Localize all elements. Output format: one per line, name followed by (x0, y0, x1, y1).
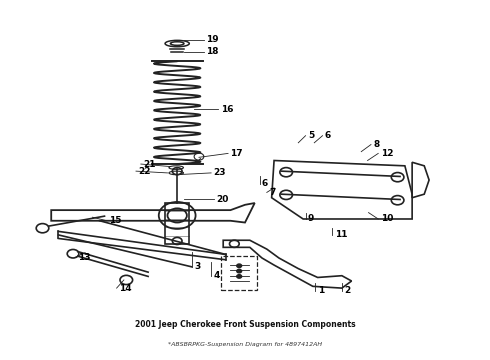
Text: 4: 4 (214, 271, 220, 280)
Text: 8: 8 (373, 140, 380, 149)
Text: 18: 18 (206, 47, 219, 56)
Text: 12: 12 (381, 149, 393, 158)
Text: 2001 Jeep Cherokee Front Suspension Components: 2001 Jeep Cherokee Front Suspension Comp… (135, 320, 355, 329)
Text: 16: 16 (221, 105, 233, 114)
Circle shape (237, 275, 242, 278)
Text: 23: 23 (214, 168, 226, 177)
Text: 21: 21 (143, 159, 156, 168)
Text: 5: 5 (308, 131, 314, 140)
Text: 9: 9 (308, 215, 315, 224)
Text: 2: 2 (344, 286, 350, 295)
Circle shape (237, 269, 242, 273)
Text: 6: 6 (262, 179, 268, 188)
Text: 1: 1 (318, 286, 324, 295)
Text: *ABSBRPKG-Suspension Diagram for 4897412AH: *ABSBRPKG-Suspension Diagram for 4897412… (168, 342, 322, 347)
Text: 6: 6 (325, 131, 331, 140)
Text: 19: 19 (206, 36, 219, 45)
Text: 11: 11 (335, 230, 347, 239)
Text: 17: 17 (230, 149, 243, 158)
Circle shape (237, 264, 242, 267)
Text: 14: 14 (119, 284, 132, 293)
Text: 20: 20 (216, 195, 228, 204)
Text: 13: 13 (78, 253, 90, 262)
Text: 7: 7 (269, 188, 275, 197)
Text: 3: 3 (194, 262, 200, 271)
Text: 15: 15 (109, 216, 122, 225)
Text: 10: 10 (381, 215, 393, 224)
Text: 22: 22 (138, 167, 151, 176)
